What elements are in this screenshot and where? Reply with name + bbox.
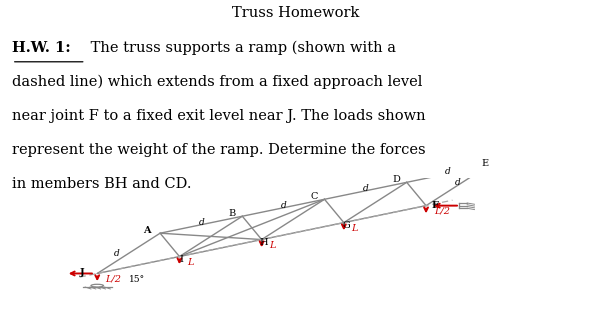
Text: The truss supports a ramp (shown with a: The truss supports a ramp (shown with a xyxy=(86,41,396,55)
Text: L: L xyxy=(352,224,358,233)
Text: 15°: 15° xyxy=(129,274,145,284)
Text: L: L xyxy=(269,241,276,250)
Text: d: d xyxy=(363,184,369,193)
Text: B: B xyxy=(228,210,235,218)
Text: d: d xyxy=(199,218,204,226)
Text: d: d xyxy=(113,249,119,258)
Text: D: D xyxy=(392,176,400,184)
Text: C: C xyxy=(310,192,317,201)
Text: L/2: L/2 xyxy=(105,275,121,284)
Text: dashed line) which extends from a fixed approach level: dashed line) which extends from a fixed … xyxy=(12,75,422,89)
Text: Truss Homework: Truss Homework xyxy=(232,5,359,19)
Text: d: d xyxy=(445,167,451,176)
Text: d: d xyxy=(281,201,286,210)
Text: d: d xyxy=(454,178,460,187)
Text: E: E xyxy=(482,159,489,168)
Text: J: J xyxy=(79,268,84,277)
Text: G: G xyxy=(342,221,350,230)
Text: L/2: L/2 xyxy=(434,207,450,216)
Text: A: A xyxy=(143,226,150,235)
Text: I: I xyxy=(180,255,184,264)
Text: H: H xyxy=(260,238,268,247)
Text: F: F xyxy=(431,201,439,210)
Text: represent the weight of the ramp. Determine the forces: represent the weight of the ramp. Determ… xyxy=(12,143,426,157)
Text: in members BH and CD.: in members BH and CD. xyxy=(12,177,191,191)
Text: L: L xyxy=(187,258,194,267)
Text: near joint F to a fixed exit level near J. The loads shown: near joint F to a fixed exit level near … xyxy=(12,109,426,123)
Text: H.W. 1:: H.W. 1: xyxy=(12,41,70,55)
